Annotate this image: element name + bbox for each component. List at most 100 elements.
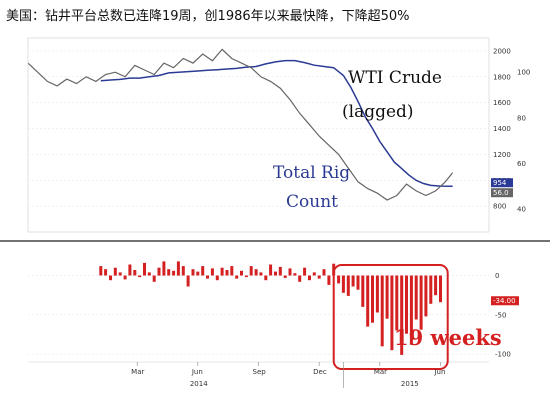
y-right-tick-label: 800 <box>493 203 506 211</box>
change-bar <box>439 275 442 303</box>
change-bar <box>346 275 350 296</box>
change-bar <box>317 275 321 279</box>
change-bar <box>230 266 234 276</box>
y-wti-tick-label: 60 <box>517 160 526 168</box>
y-right-tick-label: 1200 <box>493 151 511 159</box>
change-bar <box>366 275 370 327</box>
bottom-panel <box>28 261 489 355</box>
change-bar <box>157 267 161 276</box>
change-bar <box>337 275 341 284</box>
change-bar <box>99 266 103 276</box>
y-right-tick-label: 1400 <box>493 125 511 133</box>
change-bar <box>434 275 438 296</box>
x-tick-label: Dec <box>313 368 327 376</box>
change-bar <box>371 275 374 323</box>
change-bar <box>138 275 142 278</box>
annotation-19-weeks: 19 weeks <box>394 325 502 350</box>
change-bar <box>249 266 253 276</box>
change-bar <box>283 275 287 278</box>
change-bar <box>109 275 112 281</box>
y-wti-tick-label: 100 <box>517 69 530 77</box>
change-bar <box>201 266 205 276</box>
change-bar <box>293 273 297 276</box>
change-bar <box>123 275 127 280</box>
last-value-tag: 56.0 <box>493 189 509 197</box>
y-right-tick-label: 1800 <box>493 73 511 81</box>
wti-crude-line <box>27 48 454 201</box>
x-tick-label: Mar <box>374 368 387 376</box>
change-bar <box>191 269 195 276</box>
x-year-label: 2015 <box>401 380 419 388</box>
last-value-tag-bg <box>491 178 513 188</box>
change-bar <box>308 275 311 281</box>
change-bar <box>424 275 428 317</box>
annotation-wti-1: WTI Crude <box>348 68 442 88</box>
change-bar <box>274 271 277 276</box>
change-bar <box>254 269 258 276</box>
annotation-wti-2: (lagged) <box>342 102 414 122</box>
change-bar <box>380 275 384 347</box>
change-bar <box>288 268 292 276</box>
rig-count-line <box>100 59 453 187</box>
change-last-value-bg <box>491 296 519 306</box>
change-bar <box>147 272 151 276</box>
y-change-tick-label: 0 <box>495 272 499 280</box>
change-bar <box>356 275 360 290</box>
change-bar <box>322 269 326 276</box>
x-year-label: 2014 <box>190 380 208 388</box>
change-bar <box>269 264 273 276</box>
change-bar <box>375 275 379 313</box>
annotation-rig-2: Count <box>286 192 338 212</box>
axes: 8001000120014001600180020004060801009545… <box>0 37 550 388</box>
change-bar <box>196 271 200 276</box>
x-tick-label: Mar <box>131 368 144 376</box>
change-bar <box>298 275 302 282</box>
chart-title: 美国：钻井平台总数已连降19周，创1986年以来最快降，下降超50% <box>6 9 410 24</box>
y-change-tick-label: -50 <box>495 311 506 319</box>
change-bar <box>312 272 316 276</box>
top-panel <box>27 48 489 207</box>
x-tick-label: Sep <box>253 368 267 376</box>
change-bar <box>385 275 389 319</box>
change-bar <box>264 275 268 281</box>
change-bar <box>104 269 108 276</box>
change-bar <box>390 275 394 351</box>
change-bar <box>303 267 307 276</box>
x-tick-label: Jun <box>191 368 203 376</box>
change-bar <box>240 270 243 276</box>
change-bar <box>341 275 345 293</box>
y-right-tick-label: 1600 <box>493 99 511 107</box>
change-bar <box>118 272 122 276</box>
last-value-tag-bg <box>491 188 513 198</box>
change-bar <box>327 275 331 285</box>
change-bar <box>405 275 408 334</box>
last-value-tag: 954 <box>493 179 507 187</box>
x-tick-label: Jun <box>433 368 445 376</box>
change-bar <box>186 275 190 287</box>
change-bar <box>176 261 180 276</box>
change-bar <box>143 262 146 276</box>
change-bar <box>220 267 224 276</box>
change-bar <box>409 275 413 345</box>
y-wti-tick-label: 80 <box>517 114 526 122</box>
change-bar <box>152 275 156 282</box>
annotation-rig-1: Total Rig <box>273 163 350 183</box>
change-bar <box>133 270 137 276</box>
change-bar <box>172 270 176 276</box>
highlight-box <box>332 264 449 370</box>
change-bar <box>113 267 117 276</box>
change-bar <box>210 268 214 276</box>
top-frame <box>27 37 490 233</box>
change-bar <box>162 261 166 276</box>
change-bar <box>244 275 248 278</box>
change-bar <box>400 275 404 355</box>
change-bar <box>429 275 433 304</box>
change-bar <box>206 275 209 279</box>
y-change-tick-label: -100 <box>495 351 511 359</box>
change-bar <box>259 272 263 276</box>
change-bar <box>225 270 229 276</box>
change-bar <box>361 275 365 307</box>
change-bar <box>395 275 399 331</box>
change-bar <box>181 266 185 276</box>
